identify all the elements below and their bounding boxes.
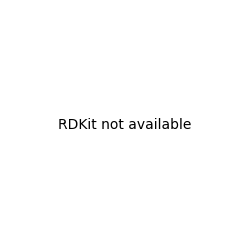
Text: RDKit not available: RDKit not available xyxy=(58,118,192,132)
